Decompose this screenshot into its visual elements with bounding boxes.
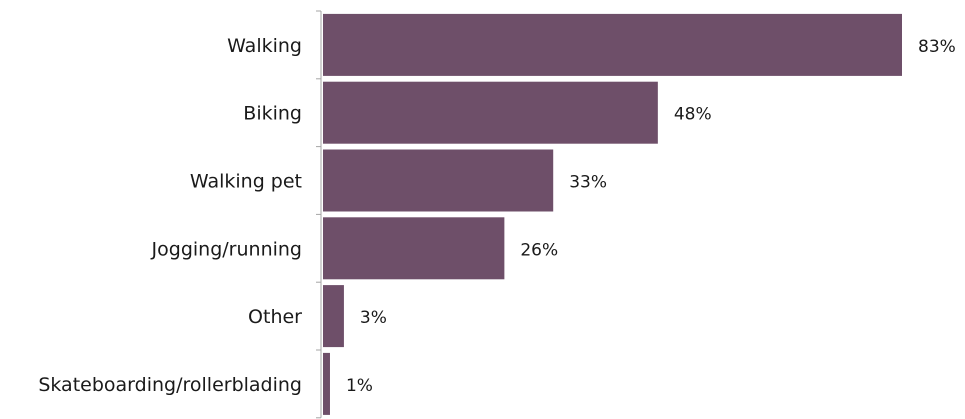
data-label: 1% bbox=[346, 376, 373, 396]
data-label: 83% bbox=[918, 37, 956, 57]
bar bbox=[323, 217, 505, 280]
category-label: Walking bbox=[227, 35, 302, 57]
data-label: 33% bbox=[569, 173, 607, 193]
category-label: Biking bbox=[243, 103, 302, 125]
category-label: Jogging/running bbox=[151, 238, 302, 260]
data-label: 26% bbox=[520, 240, 558, 260]
bar bbox=[323, 285, 344, 348]
bar bbox=[323, 352, 330, 415]
category-label: Other bbox=[248, 306, 302, 328]
category-label: Walking pet bbox=[190, 171, 302, 193]
bar bbox=[323, 81, 658, 144]
category-label: Skateboarding/rollerblading bbox=[38, 374, 302, 396]
bars bbox=[323, 13, 902, 415]
data-label: 3% bbox=[360, 308, 387, 328]
bar bbox=[323, 13, 902, 76]
data-label: 48% bbox=[674, 105, 712, 125]
bar bbox=[323, 149, 554, 212]
category-axis bbox=[316, 10, 322, 419]
labels: Walking 83% Biking 48% Walking pet 33% Jogging… bbox=[38, 35, 955, 396]
